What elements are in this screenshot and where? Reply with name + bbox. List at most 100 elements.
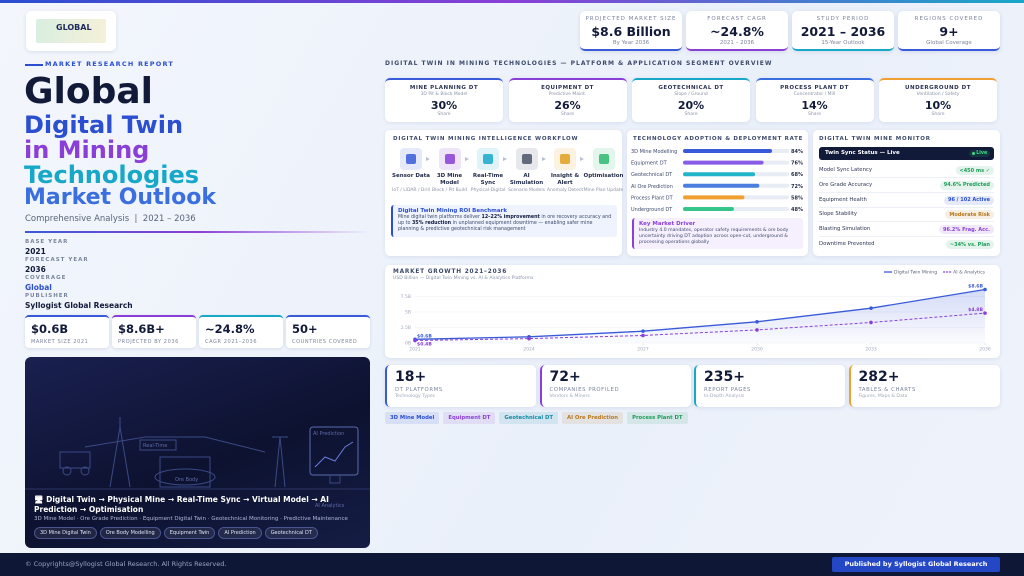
stat-value: 18+ [395,369,427,385]
workflow-step-sub: Anomaly Detect [546,188,584,193]
growth-chart: 0B 2.5B 5B 7.5B 2021 2024 2027 2030 2033 2036 $0.6… [401,270,991,353]
stat-label: DT PLATFORMS [395,387,443,394]
stat-value: 72+ [549,369,581,385]
hero-stat-label: CAGR 2021–2036 [205,339,258,345]
segment-card: MINE PLANNING DT 3D Pit & Block Model 30% S… [385,78,503,122]
monitor-row-divider [819,177,994,178]
workflow-arrow [464,157,469,161]
hero-subtitle: Comprehensive Analysis | 2021 – 2036 [25,214,196,224]
growth-point [641,333,645,338]
growth-point [983,287,987,292]
x-tick-label: 2036 [979,347,991,353]
adoption-bar [683,183,760,188]
meta-value: 2036 [25,265,46,274]
growth-point [869,320,873,325]
visual-tag: Equipment Twin [163,527,216,539]
kpi-card: FORECAST CAGR ~24.8% 2021 – 2036 [686,11,788,51]
segment-tag: Equipment DT [443,412,496,424]
workflow-icon [554,148,576,170]
visual-tags: 3D Mine Digital Twin Ore Body Modelling Eq… [34,527,364,539]
meta-label: BASE YEAR [25,239,69,245]
monitor-panel: DIGITAL TWIN MINE MONITOR Twin Sync Statu… [813,130,1000,256]
adoption-bar [683,172,756,177]
kpi-label: PROJECTED MARKET SIZE [585,16,677,22]
kpi-label: FORECAST CAGR [707,16,767,22]
stat-note: In-Depth Analysis [704,394,745,400]
hero-stat-value: $0.6B [31,322,69,336]
hero-stat-value: $8.6B+ [118,322,165,336]
logo-mark [36,19,106,43]
monitor-title: DIGITAL TWIN MINE MONITOR [819,136,931,142]
hero-divider [25,231,370,233]
y-tick-label: 7.5B [401,294,411,300]
segment-name: MINE PLANNING DT [409,85,479,91]
meta-label: FORECAST YEAR [25,257,89,263]
adoption-category: Process Plant DT [631,195,674,201]
eyebrow: MARKET RESEARCH REPORT [45,60,175,68]
growth-value-label: $0.6B [417,333,432,339]
ai-stand [329,475,341,484]
segment-tag: Process Plant DT [627,412,688,424]
monitor-row-label: Equipment Health [819,196,867,203]
workflow-icon [477,148,499,170]
workflow-icon [515,148,538,170]
roi-text: Mine digital twin platforms deliver 12–2… [398,215,612,234]
growth-value-label: $8.6B [968,283,983,289]
monitor-row-label: Model Sync Latency [819,167,872,173]
segment-sub: Slope / Ground [674,92,708,97]
adoption-chart: 3D Mine Modelling 84% Equipment DT 76% Geote… [631,149,803,213]
illustration-label: AI Analytics [315,503,345,509]
meta-label: PUBLISHER [25,293,69,299]
eyebrow-line [25,64,43,66]
visual-tag: AI Prediction [218,527,262,539]
growth-point [755,328,759,332]
mine-visual: Real-Time Ore Body AI Prediction AI Analyti… [25,357,370,548]
segment-share-note: Share [808,112,821,117]
segment-sub: Predictive Maint. [548,92,587,97]
adoption-category: 3D Mine Modelling [631,149,677,155]
logo-card: GLOBAL [26,11,116,51]
y-tick-label: 2.5B [401,325,411,331]
mine-illustration: Real-Time Ore Body AI Prediction AI Analyti… [25,417,370,509]
segment-tag: Geotechnical DT [499,412,558,424]
segment-card: UNDERGROUND DT Ventilation / Safety 10% Sha… [879,78,997,122]
x-tick-label: 2024 [523,347,535,353]
footer: © Copyrights@Syllogist Global Research. … [0,553,1024,576]
hero-title-line: Market Outlook [24,185,217,210]
headframe [109,417,131,488]
monitor-live: Live [969,150,990,157]
stat-label: REPORT PAGES [704,387,752,394]
hero-stat-card: ~24.8% CAGR 2021–2036 [199,315,283,348]
workflow-step-name: AI Simulation [509,173,544,186]
y-tick-label: 5B [405,309,411,315]
segment-share-note: Share [437,112,451,117]
publisher-button[interactable]: Published by Syllogist Global Research [832,557,1000,572]
x-tick-label: 2030 [751,347,763,353]
illustration-label: AI Prediction [313,431,344,437]
workflow-step-name: Real-Time Sync [472,173,504,186]
workflow-step-sub: IoT / LiDAR / Drill [392,188,430,193]
monitor-status: Twin Sync Status — Live Live [819,147,994,160]
hero-stat-label: PROJECTED BY 2036 [118,339,179,345]
roi-text-part: in unplanned equipment downtime — enabli… [398,221,593,233]
meta-value: Syllogist Global Research [25,301,133,310]
monitor-status-text: Twin Sync Status — Live [825,150,900,156]
segment-share: 14% [801,99,828,112]
kpi-card: STUDY PERIOD 2021 – 2036 15-Year Outlook [792,11,894,51]
x-tick-label: 2021 [409,347,421,353]
stat-card: 18+ DT PLATFORMS Technology Types [385,365,536,407]
hero-stat-card: 50+ COUNTRIES COVERED [286,315,370,348]
roi-title: Digital Twin Mining ROI Benchmark [398,208,507,214]
workflow-arrow [541,157,546,161]
adoption-bar [683,195,745,200]
segment-share: 10% [924,99,952,112]
adoption-category: Geotechnical DT [631,172,673,178]
segment-share-note: Share [561,112,574,117]
workflow-arrow [426,157,430,161]
stat-label: COMPANIES PROFILED [549,387,620,394]
hero-stat-card: $0.6B MARKET SIZE 2021 [25,315,109,348]
adoption-panel: TECHNOLOGY ADOPTION & DEPLOYMENT RATE 3D … [627,130,808,256]
growth-subtitle: USD Billion — Digital Twin Mining vs. AI… [393,276,534,281]
workflow-icon-glyph [560,154,570,164]
segment-share-note: Share [684,112,698,117]
